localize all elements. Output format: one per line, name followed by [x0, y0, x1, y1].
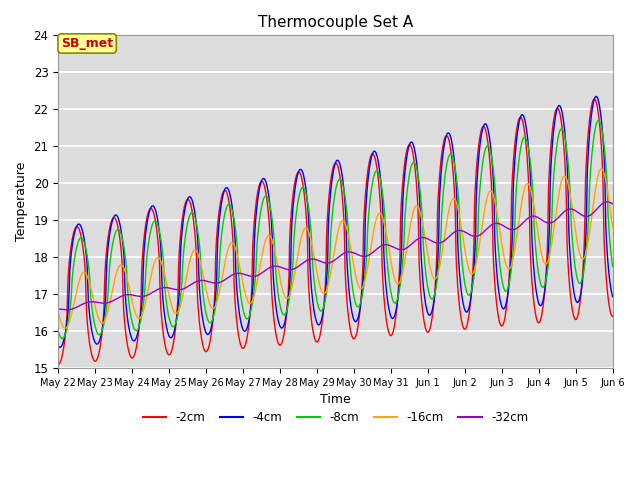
-4cm	[56, 345, 64, 350]
-16cm	[582, 252, 589, 257]
-2cm	[285, 287, 292, 292]
-2cm	[609, 313, 616, 319]
-8cm	[381, 224, 389, 230]
-32cm	[285, 267, 292, 273]
-16cm	[82, 270, 90, 276]
-2cm	[581, 212, 589, 218]
Legend: -2cm, -4cm, -8cm, -16cm, -32cm: -2cm, -4cm, -8cm, -16cm, -32cm	[138, 407, 533, 429]
-4cm	[285, 290, 292, 296]
-8cm	[609, 264, 616, 269]
Line: -2cm: -2cm	[58, 99, 612, 364]
-32cm	[82, 300, 90, 306]
-16cm	[598, 166, 605, 172]
-2cm	[81, 264, 89, 269]
-4cm	[381, 278, 389, 284]
-2cm	[590, 96, 598, 102]
-16cm	[61, 325, 69, 331]
-32cm	[590, 209, 598, 215]
-32cm	[381, 242, 389, 248]
-32cm	[582, 214, 589, 219]
-4cm	[590, 96, 598, 102]
-2cm	[54, 361, 62, 367]
Line: -32cm: -32cm	[58, 202, 612, 310]
Title: Thermocouple Set A: Thermocouple Set A	[258, 15, 413, 30]
Line: -8cm: -8cm	[58, 120, 612, 338]
-32cm	[609, 201, 616, 207]
-16cm	[381, 227, 389, 232]
-2cm	[590, 96, 598, 102]
-4cm	[54, 343, 62, 349]
-8cm	[54, 328, 62, 334]
-32cm	[63, 307, 70, 312]
-4cm	[582, 240, 589, 245]
-4cm	[158, 275, 166, 280]
-4cm	[82, 245, 90, 251]
Line: -4cm: -4cm	[58, 96, 612, 348]
-8cm	[58, 336, 66, 341]
-8cm	[590, 132, 598, 137]
-8cm	[158, 242, 166, 248]
-8cm	[82, 244, 90, 250]
-8cm	[595, 118, 602, 123]
-8cm	[582, 255, 589, 261]
-16cm	[54, 310, 62, 315]
-16cm	[590, 195, 598, 201]
-8cm	[285, 298, 292, 303]
-16cm	[609, 224, 616, 230]
-16cm	[285, 294, 292, 300]
-2cm	[381, 305, 388, 311]
-4cm	[592, 94, 600, 99]
Line: -16cm: -16cm	[58, 169, 612, 328]
-16cm	[158, 261, 166, 266]
-2cm	[157, 310, 165, 315]
-4cm	[609, 294, 616, 300]
X-axis label: Time: Time	[320, 394, 351, 407]
-32cm	[158, 285, 166, 291]
-32cm	[54, 306, 62, 312]
-32cm	[603, 199, 611, 205]
Text: SB_met: SB_met	[61, 37, 113, 50]
Y-axis label: Temperature: Temperature	[15, 162, 28, 241]
